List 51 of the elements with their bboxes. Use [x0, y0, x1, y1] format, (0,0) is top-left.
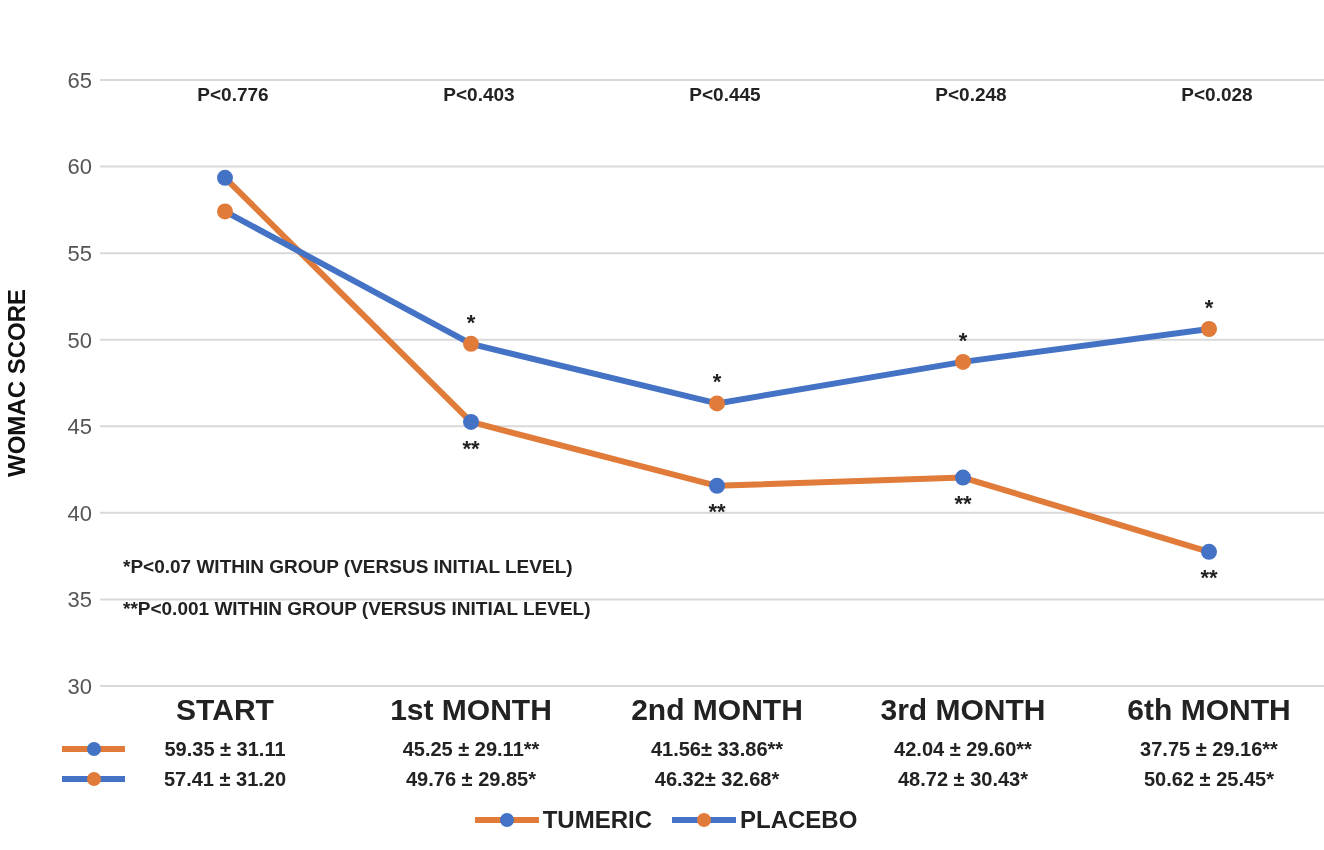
- point: [955, 353, 971, 370]
- legend-label: TUMERIC: [542, 806, 652, 834]
- y-tick-label: 30: [67, 673, 92, 699]
- annotation: P<0.445: [688, 84, 762, 106]
- point: [1201, 543, 1217, 560]
- x-tick-label: 1st MONTH: [390, 693, 552, 726]
- annotation: **: [462, 435, 480, 461]
- annotation: **P<0.001 WITHIN GROUP (VERSUS INITIAL LEVEL): [123, 598, 591, 620]
- data-label: 45.25 ± 29.11**: [402, 738, 540, 760]
- y-tick-label: 45: [67, 414, 92, 440]
- annotation: P<0.248: [934, 84, 1008, 106]
- x-tick-label: 3rd MONTH: [880, 693, 1046, 726]
- x-tick-label: 6th MONTH: [1127, 693, 1291, 726]
- y-tick-label: 40: [67, 500, 92, 526]
- annotation: **: [954, 491, 972, 517]
- data-label: 57.41 ± 31.20: [163, 768, 287, 790]
- annotation: P<0.776: [196, 84, 270, 106]
- point: [955, 469, 971, 486]
- annotation: **: [1200, 565, 1218, 591]
- y-axis-title: WOMAC SCORE: [2, 289, 30, 477]
- y-tick-label: 35: [67, 587, 92, 613]
- point: [463, 335, 479, 352]
- y-tick-label: 55: [67, 240, 92, 266]
- point: [709, 477, 725, 494]
- point: [1201, 320, 1217, 337]
- point: [217, 203, 233, 220]
- y-tick-label: 60: [67, 154, 92, 180]
- annotation: *P<0.07 WITHIN GROUP (VERSUS INITIAL LEVEL): [123, 556, 573, 578]
- point: [217, 169, 233, 186]
- annotation: *: [712, 369, 722, 395]
- data-label: 50.62 ± 25.45*: [1144, 768, 1275, 790]
- x-tick-label: 2nd MONTH: [631, 693, 803, 726]
- data-label: 48.72 ± 30.43*: [898, 768, 1029, 790]
- x-tick-label: START: [176, 693, 274, 726]
- y-tick-label: 65: [67, 67, 92, 93]
- data-label: 49.76 ± 29.85*: [406, 768, 537, 790]
- point: [463, 413, 479, 430]
- data-label: 41.56± 33.86**: [650, 738, 784, 760]
- annotation: *: [466, 309, 476, 335]
- data-label: 59.35 ± 31.11: [164, 738, 286, 760]
- annotation: P<0.028: [1180, 84, 1254, 106]
- data-label: 42.04 ± 29.60**: [894, 738, 1033, 760]
- annotation: **: [708, 499, 726, 525]
- data-label: 37.75 ± 29.16**: [1140, 738, 1279, 760]
- y-tick-label: 50: [67, 327, 92, 353]
- point: [709, 395, 725, 412]
- legend-label: PLACEBO: [739, 806, 858, 834]
- data-label: 46.32± 32.68*: [654, 768, 780, 790]
- annotation: P<0.403: [442, 84, 516, 106]
- annotation: *: [958, 327, 968, 353]
- annotation: *: [1204, 294, 1214, 320]
